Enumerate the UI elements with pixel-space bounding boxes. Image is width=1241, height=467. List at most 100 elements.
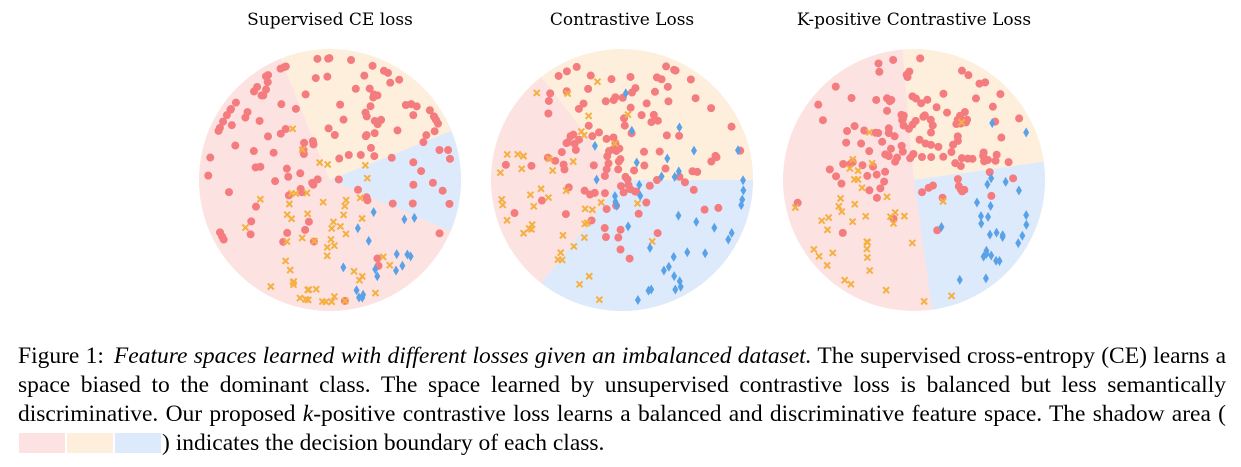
orange-class-point	[310, 237, 319, 245]
red-class-point	[445, 154, 454, 163]
red-class-point	[707, 104, 716, 113]
blue-class-point	[728, 228, 735, 239]
red-class-point	[642, 198, 651, 207]
blue-class-point	[984, 179, 991, 190]
red-class-point	[837, 179, 846, 188]
red-class-point	[839, 160, 848, 169]
red-class-point	[366, 102, 375, 111]
orange-class-point	[557, 248, 565, 257]
red-class-point	[653, 229, 662, 238]
blue-class-point	[372, 264, 379, 275]
red-class-point	[980, 157, 989, 166]
red-class-point	[218, 232, 227, 241]
blue-decision-region	[914, 161, 1045, 310]
red-class-point	[927, 153, 936, 162]
blue-class-point	[993, 255, 1000, 266]
red-class-point	[886, 144, 895, 153]
blue-class-point	[634, 294, 641, 305]
orange-class-point	[256, 195, 265, 203]
red-class-point	[356, 150, 365, 159]
red-class-point	[600, 224, 609, 233]
red-class-point	[262, 85, 271, 94]
red-class-point	[650, 87, 659, 96]
red-class-point	[601, 233, 610, 242]
red-class-point	[996, 90, 1005, 99]
red-class-point	[409, 180, 418, 189]
red-class-point	[626, 72, 635, 81]
orange-class-point	[356, 194, 364, 202]
orange-class-point	[575, 280, 584, 289]
red-class-point	[671, 66, 680, 75]
red-class-point	[369, 90, 378, 99]
blue-class-point	[404, 249, 411, 260]
orange-class-point	[595, 296, 604, 304]
orange-class-point	[339, 211, 348, 219]
blue-class-point	[987, 200, 994, 211]
red-class-point	[872, 170, 881, 179]
red-class-point	[386, 78, 395, 87]
red-class-point	[251, 202, 260, 211]
red-class-point	[988, 102, 997, 111]
red-class-point	[324, 54, 333, 63]
red-class-point	[370, 129, 379, 138]
orange-class-point	[810, 245, 818, 254]
orange-class-point	[570, 242, 578, 251]
orange-class-point	[329, 218, 338, 226]
red-class-point	[584, 84, 593, 93]
red-class-point	[953, 132, 962, 141]
blue-class-point	[612, 196, 619, 207]
red-class-point	[616, 182, 625, 191]
red-class-point	[255, 116, 264, 125]
blue-class-point	[664, 153, 671, 164]
red-class-point	[604, 159, 613, 168]
red-class-point	[975, 79, 984, 88]
red-class-point	[997, 133, 1006, 142]
blue-class-point	[702, 248, 709, 259]
orange-class-point	[863, 245, 871, 253]
orange-class-point	[303, 210, 312, 218]
red-class-point	[227, 104, 236, 113]
red-class-point	[939, 152, 948, 161]
orange-class-point	[533, 89, 541, 97]
orange-class-point	[289, 280, 298, 289]
panel-contrastive: Contrastive Loss	[482, 0, 762, 320]
red-class-point	[863, 171, 872, 180]
red-class-point	[927, 128, 936, 137]
red-class-point	[246, 230, 255, 239]
red-class-point	[269, 148, 278, 157]
blue-class-point	[636, 179, 643, 190]
blue-class-point	[670, 251, 677, 262]
orange-class-point	[545, 154, 553, 163]
blue-class-point	[633, 157, 640, 168]
red-class-point	[688, 167, 697, 176]
orange-class-point	[304, 296, 312, 304]
blue-class-point	[956, 274, 963, 285]
blue-class-point	[988, 250, 995, 261]
orange-class-point	[588, 206, 597, 214]
red-class-point	[616, 225, 625, 234]
red-class-point	[987, 191, 996, 200]
blue-class-point	[646, 242, 653, 253]
orange-class-point	[323, 160, 332, 169]
blue-decision-region	[330, 130, 461, 232]
blue-class-point	[725, 234, 732, 245]
orange-class-point	[597, 198, 605, 207]
blue-class-point	[684, 247, 691, 258]
orange-class-point	[585, 272, 593, 280]
red-class-point	[876, 184, 885, 193]
red-class-point	[387, 153, 396, 162]
orange-class-point	[889, 219, 898, 228]
red-class-point	[957, 66, 966, 75]
blue-class-point	[982, 273, 989, 284]
orange-class-point	[342, 230, 350, 238]
red-class-point	[283, 228, 292, 237]
red-class-point	[589, 161, 598, 170]
red-class-point	[645, 181, 654, 190]
red-class-point	[563, 138, 572, 147]
orange-class-point	[304, 286, 312, 294]
red-class-point	[377, 115, 386, 124]
blue-class-point	[628, 125, 635, 136]
red-class-point	[344, 151, 353, 160]
red-region-swatch	[19, 433, 65, 453]
blue-class-point	[393, 265, 400, 276]
